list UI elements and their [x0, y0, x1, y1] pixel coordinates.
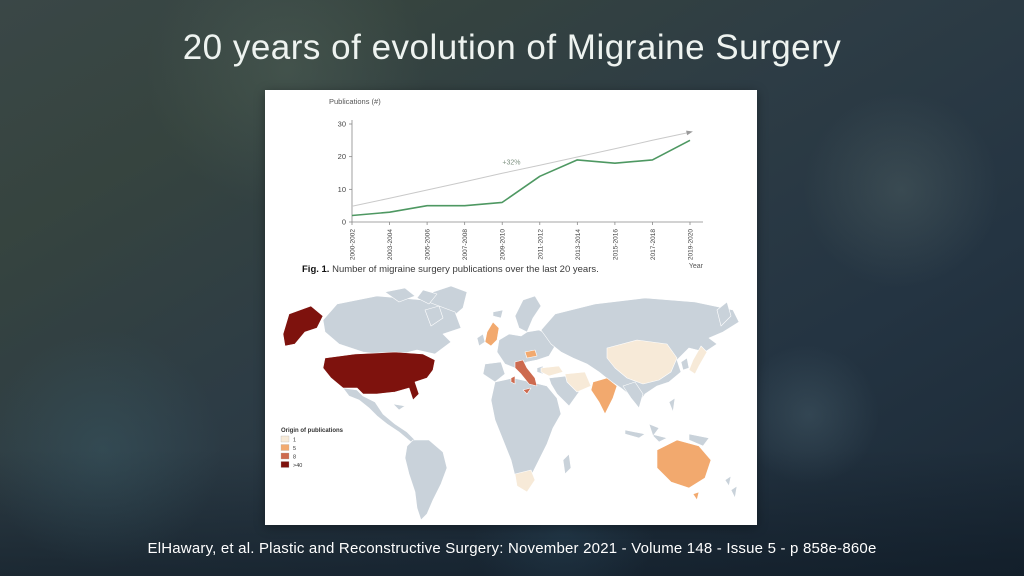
x-tick-label: 2017-2018 [650, 229, 657, 260]
landmass-indonesia-1 [624, 429, 646, 439]
chart-y-axis-title: Publications (#) [329, 97, 381, 106]
x-tick-label: 2005-2006 [425, 229, 432, 260]
landmass-iceland [492, 309, 504, 319]
landmass-new-zealand-south [730, 485, 738, 499]
y-axis-ticks: 0 10 20 30 [338, 120, 352, 227]
map-legend-title: Origin of publications [281, 428, 344, 434]
x-tick-label: 2003-2004 [387, 229, 394, 260]
legend-label: >40 [293, 463, 302, 469]
landmass-cuba [392, 403, 406, 411]
landmass-indochina [622, 381, 644, 409]
landmass-baffin [424, 305, 444, 327]
country-turkey [540, 365, 564, 377]
chart-series [351, 130, 693, 217]
series-line [351, 131, 691, 207]
country-austria [524, 349, 538, 359]
country-sicily [522, 387, 532, 395]
x-axis-ticks: 2000-2002 2003-2004 2005-2006 2007-2008 2009… [350, 222, 695, 260]
world-map-countries [282, 285, 740, 521]
country-sardinia [510, 375, 516, 385]
landmass-philippines [668, 397, 676, 413]
country-usa [322, 351, 436, 401]
x-tick-label: 2011-2012 [537, 229, 544, 260]
landmass-korea [680, 357, 690, 371]
country-india [590, 377, 618, 415]
landmass-africa [490, 377, 562, 485]
landmass-ireland [476, 333, 486, 347]
country-alaska [282, 305, 324, 347]
legend-swatch [280, 444, 290, 451]
landmass-europe [496, 329, 556, 369]
landmass-iberia [482, 361, 506, 383]
publications-chart: Publications (#) 0 10 20 30 2000-2002 2003-2… [329, 97, 704, 270]
landmass-new-zealand-north [724, 475, 732, 487]
x-tick-label: 2015-2016 [612, 229, 619, 260]
country-uk [484, 321, 500, 347]
country-australia [656, 439, 712, 489]
landmass-indonesia-2 [650, 433, 668, 443]
landmass-arctic-island-1 [384, 287, 416, 303]
landmass-south-america [404, 439, 448, 521]
legend-label: 8 [293, 454, 296, 460]
landmass-mexico-central-america [342, 387, 416, 443]
y-tick-label: 30 [338, 120, 346, 129]
figure-caption-prefix: Fig. 1. [302, 264, 330, 275]
landmass-new-guinea [688, 433, 710, 447]
country-tasmania [692, 491, 700, 501]
country-italy [514, 359, 538, 387]
x-tick-label: 2013-2014 [575, 229, 582, 260]
country-china [606, 339, 678, 385]
landmass-madagascar [562, 453, 572, 475]
y-tick-label: 0 [342, 218, 346, 227]
chart-annotation: +32% [502, 160, 520, 167]
figure-caption: Fig. 1. Number of migraine surgery publi… [302, 264, 599, 275]
figure-panel: Publications (#) 0 10 20 30 2000-2002 2003-2… [265, 90, 757, 525]
world-map: Origin of publications 1 5 8 >40 [280, 285, 740, 521]
country-iran [564, 371, 592, 393]
landmass-kamchatka [716, 301, 732, 327]
country-south-africa [514, 469, 536, 493]
map-legend: Origin of publications 1 5 8 >40 [280, 428, 344, 469]
legend-swatch [280, 461, 290, 468]
legend-label: 1 [293, 437, 296, 443]
slide-title: 20 years of evolution of Migraine Surger… [182, 28, 842, 67]
legend-label: 5 [293, 446, 296, 452]
x-tick-label: 2019-2020 [688, 229, 695, 260]
legend-swatch [280, 435, 290, 443]
legend-swatch [280, 452, 290, 460]
trend-arrowhead [686, 130, 693, 136]
chart-x-axis-title: Year [689, 263, 704, 270]
landmass-borneo [648, 423, 660, 437]
country-japan [688, 345, 708, 375]
y-tick-label: 10 [338, 185, 346, 194]
landmass-arctic-island-2 [416, 289, 438, 305]
x-tick-label: 2009-2010 [500, 229, 507, 260]
citation: ElHawary, et al. Plastic and Reconstruct… [147, 540, 877, 557]
series-line [351, 139, 691, 217]
landmass-scandinavia [514, 295, 542, 333]
growth-annotation: +32% [502, 160, 520, 167]
figure-caption-text: Number of migraine surgery publications … [329, 264, 599, 275]
y-tick-label: 20 [338, 152, 346, 161]
x-tick-label: 2000-2002 [350, 229, 357, 260]
x-tick-label: 2007-2008 [462, 229, 469, 260]
